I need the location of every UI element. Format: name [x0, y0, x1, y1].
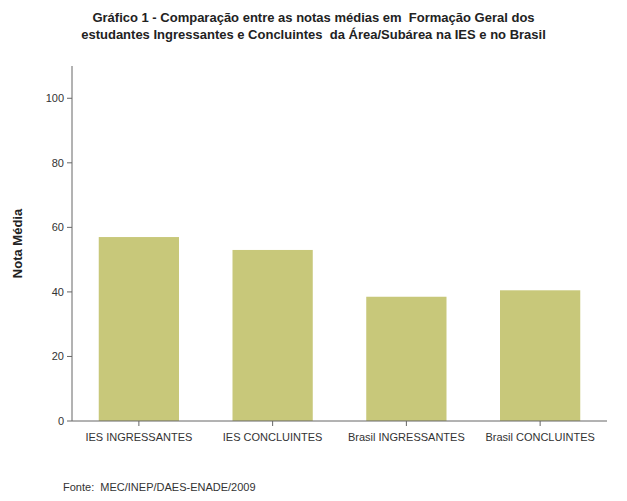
- x-tick: [540, 421, 541, 426]
- title-line: estudantes Ingressantes e Concluintes da…: [81, 27, 546, 42]
- x-tick-label: Brasil INGRESSANTES: [348, 431, 465, 443]
- y-tick: [67, 227, 72, 228]
- y-tick: [67, 356, 72, 357]
- y-tick: [67, 162, 72, 163]
- y-tick: [67, 421, 72, 422]
- y-tick-label: 20: [52, 350, 64, 362]
- bars: [99, 237, 581, 421]
- y-tick-label: 40: [52, 286, 64, 298]
- x-tick-label: IES INGRESSANTES: [85, 431, 192, 443]
- title: Gráfico 1 - Comparação entre as notas mé…: [81, 10, 546, 42]
- x-tick: [138, 421, 139, 426]
- y-axis-line: [72, 66, 73, 421]
- y-tick-label: 100: [46, 92, 64, 104]
- footnote: Fonte: MEC/INEP/DAES-ENADE/2009: [63, 481, 256, 493]
- x-tick: [272, 421, 273, 426]
- bar: [99, 237, 179, 421]
- title-line: Gráfico 1 - Comparação entre as notas mé…: [92, 10, 534, 25]
- y-tick-label: 80: [52, 157, 64, 169]
- y-axis: 0 20 40 60 80 100: [46, 66, 72, 427]
- bar: [366, 297, 446, 421]
- y-axis-label: Nota Média: [10, 208, 25, 278]
- x-tick-label: Brasil CONCLUINTES: [485, 431, 594, 443]
- chart: Gráfico 1 - Comparação entre as notas mé…: [0, 0, 627, 501]
- x-tick-label: IES CONCLUINTES: [223, 431, 323, 443]
- y-tick: [67, 98, 72, 99]
- y-tick: [67, 291, 72, 292]
- y-tick-label: 60: [52, 221, 64, 233]
- x-axis: IES INGRESSANTES IES CONCLUINTES Brasil IN…: [72, 421, 607, 443]
- y-tick-label: 0: [58, 415, 64, 427]
- bar: [233, 250, 313, 421]
- bar: [500, 290, 580, 421]
- chart-container: Gráfico 1 - Comparação entre as notas mé…: [0, 0, 627, 501]
- x-axis-line: [72, 421, 607, 422]
- x-tick: [406, 421, 407, 426]
